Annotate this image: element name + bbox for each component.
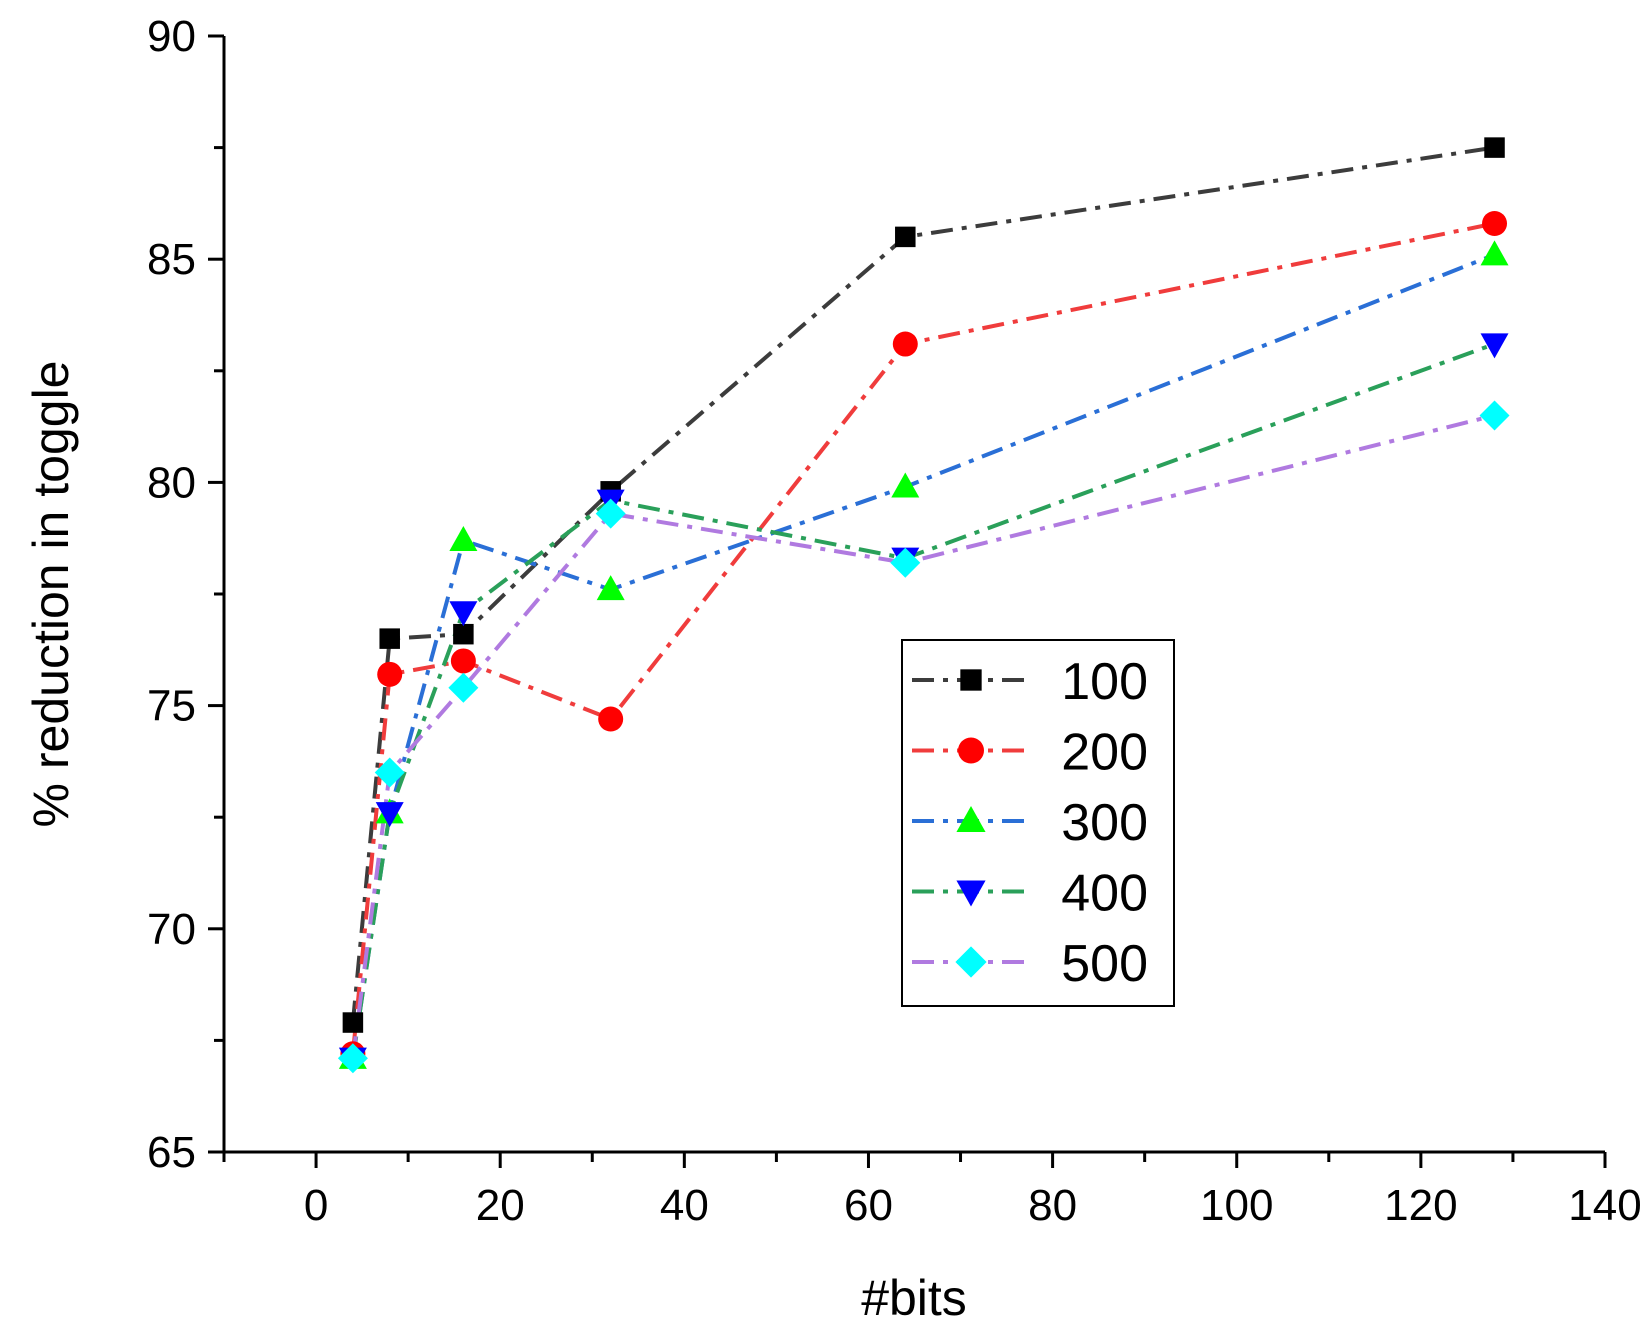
series-line-400 — [350, 342, 1496, 1059]
y-tick-label: 70 — [147, 905, 196, 954]
x-tick-label: 140 — [1568, 1181, 1641, 1230]
data-point-500 — [448, 672, 479, 703]
data-point-100 — [342, 1012, 364, 1033]
data-point-500 — [1479, 400, 1510, 431]
data-point-100 — [379, 628, 400, 649]
x-tick-label: 40 — [660, 1181, 709, 1230]
y-tick-label: 65 — [147, 1128, 196, 1177]
y-axis-title: % reduction in toggle — [23, 361, 79, 828]
data-point-100 — [1484, 137, 1505, 158]
data-point-400 — [449, 601, 478, 627]
x-ticks: 0 20 40 60 80 100 120 140 — [222, 1152, 1642, 1230]
series-line-200 — [350, 221, 1495, 1054]
x-tick-label: 80 — [1028, 1181, 1077, 1230]
legend-label-300: 300 — [1061, 794, 1148, 852]
x-tick-label: 20 — [476, 1181, 525, 1230]
data-point-300 — [596, 575, 625, 601]
legend-marker-300 — [956, 806, 986, 833]
data-point-400 — [1480, 333, 1509, 359]
data-point-400 — [375, 802, 404, 828]
data-point-200 — [377, 661, 403, 687]
data-point-200 — [598, 706, 624, 732]
legend-label-500: 500 — [1061, 935, 1148, 993]
legend-marker-400 — [956, 880, 986, 907]
legend-marker-100 — [960, 669, 982, 691]
y-ticks: 65 70 75 80 85 90 — [147, 12, 224, 1177]
legend-label-400: 400 — [1061, 865, 1148, 923]
y-tick-label: 85 — [147, 235, 196, 284]
legend-marker-200 — [958, 737, 984, 764]
x-tick-label: 120 — [1384, 1181, 1457, 1230]
data-point-200 — [1482, 210, 1508, 236]
data-point-300 — [449, 526, 478, 552]
data-point-300 — [891, 472, 920, 498]
x-axis-title: #bits — [861, 1270, 967, 1326]
series-markers — [337, 137, 1510, 1074]
data-point-200 — [892, 331, 918, 357]
data-point-500 — [374, 757, 405, 788]
legend: 100 200 300 400 500 — [901, 639, 1175, 1007]
data-point-100 — [895, 226, 916, 248]
series-line-100 — [350, 145, 1495, 1023]
x-tick-label: 0 — [304, 1181, 328, 1230]
data-point-300 — [1480, 240, 1509, 266]
data-point-500 — [337, 1043, 368, 1074]
y-tick-label: 75 — [147, 682, 196, 731]
x-tick-label: 100 — [1200, 1181, 1273, 1230]
x-tick-label: 60 — [844, 1181, 893, 1230]
data-point-500 — [890, 547, 921, 578]
y-tick-label: 90 — [147, 12, 196, 61]
data-point-100 — [453, 623, 474, 645]
legend-label-100: 100 — [1061, 653, 1148, 711]
data-point-500 — [595, 498, 626, 529]
legend-label-200: 200 — [1061, 724, 1148, 782]
data-point-200 — [450, 648, 476, 674]
y-tick-label: 80 — [147, 458, 196, 507]
legend-marker-500 — [955, 946, 987, 978]
